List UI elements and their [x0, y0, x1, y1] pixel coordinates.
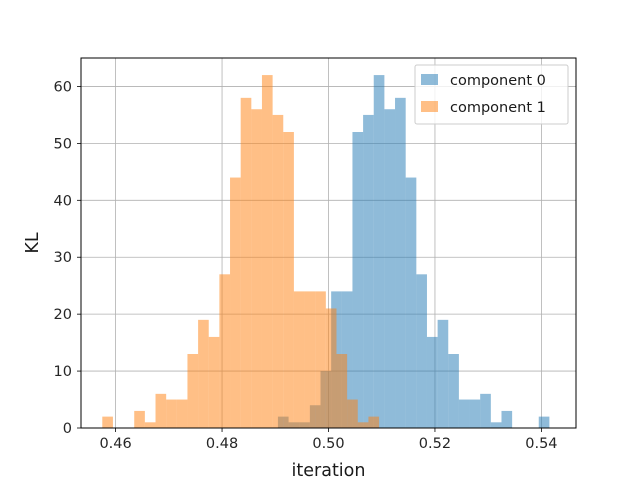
bar-component-0 [469, 399, 481, 428]
bar-component-0 [458, 399, 470, 428]
legend-swatch-component-1 [421, 101, 438, 112]
bar-component-1 [283, 132, 294, 428]
bar-component-1 [272, 114, 284, 428]
y-tick-label: 30 [54, 250, 72, 266]
y-tick-label: 20 [54, 307, 72, 323]
bar-component-1 [219, 274, 231, 428]
bar-component-0 [480, 393, 491, 428]
grid [81, 58, 576, 429]
legend-label-component-0: component 0 [450, 73, 546, 89]
y-tick-label: 60 [54, 79, 72, 95]
legend-label-component-1: component 1 [450, 100, 546, 116]
x-axis-title: iteration [292, 461, 366, 480]
legend-box [414, 64, 569, 125]
bar-component-0 [490, 422, 502, 428]
bar-component-1 [176, 399, 188, 428]
y-tick-label: 10 [54, 364, 72, 380]
bar-component-0 [363, 114, 374, 428]
bar-component-1 [347, 399, 358, 428]
bar-component-0 [538, 416, 550, 428]
bar-component-1 [315, 291, 326, 428]
bar-component-1 [368, 416, 380, 428]
y-tick-label: 40 [54, 193, 72, 209]
bar-component-1 [261, 75, 273, 429]
bar-component-1 [187, 354, 199, 428]
bar-component-1 [198, 319, 209, 428]
bar-component-1 [336, 354, 348, 428]
y-axis-title: KL [23, 232, 43, 253]
bars [102, 75, 550, 429]
bar-component-1 [357, 422, 369, 428]
bar-component-0 [426, 336, 438, 428]
bar-component-0 [437, 319, 449, 428]
bar-component-1 [240, 97, 252, 428]
bar-component-1 [251, 109, 262, 428]
bar-component-1 [230, 177, 241, 428]
bar-component-1 [325, 308, 337, 428]
bar-component-1 [304, 291, 316, 428]
bar-component-0 [501, 410, 513, 428]
x-tick-label: 0.52 [419, 436, 451, 452]
y-tick-label: 0 [63, 421, 72, 437]
bar-component-0 [352, 132, 364, 428]
bar-component-1 [208, 336, 220, 428]
x-tick-label: 0.54 [525, 436, 557, 452]
y-tick-label: 50 [54, 136, 72, 152]
bar-component-1 [134, 410, 145, 428]
bar-component-1 [166, 399, 177, 428]
bar-component-0 [373, 75, 385, 429]
bar-component-0 [405, 177, 417, 428]
x-tick-label: 0.48 [206, 436, 238, 452]
bar-component-1 [102, 416, 113, 428]
x-tick-label: 0.50 [312, 436, 344, 452]
bar-component-0 [395, 97, 406, 428]
ticks: 0.46 0.48 0.50 0.52 0.54 0 10 20 30 40 50 60 [54, 79, 558, 452]
legend-swatch-component-0 [421, 74, 438, 85]
bar-component-0 [448, 354, 459, 428]
bar-component-0 [384, 109, 396, 428]
bar-component-0 [416, 274, 427, 428]
x-tick-label: 0.46 [99, 436, 131, 452]
bar-component-1 [144, 422, 156, 428]
bar-component-1 [155, 393, 167, 428]
bar-component-1 [293, 291, 305, 428]
legend: component 0 component 1 [414, 64, 569, 125]
